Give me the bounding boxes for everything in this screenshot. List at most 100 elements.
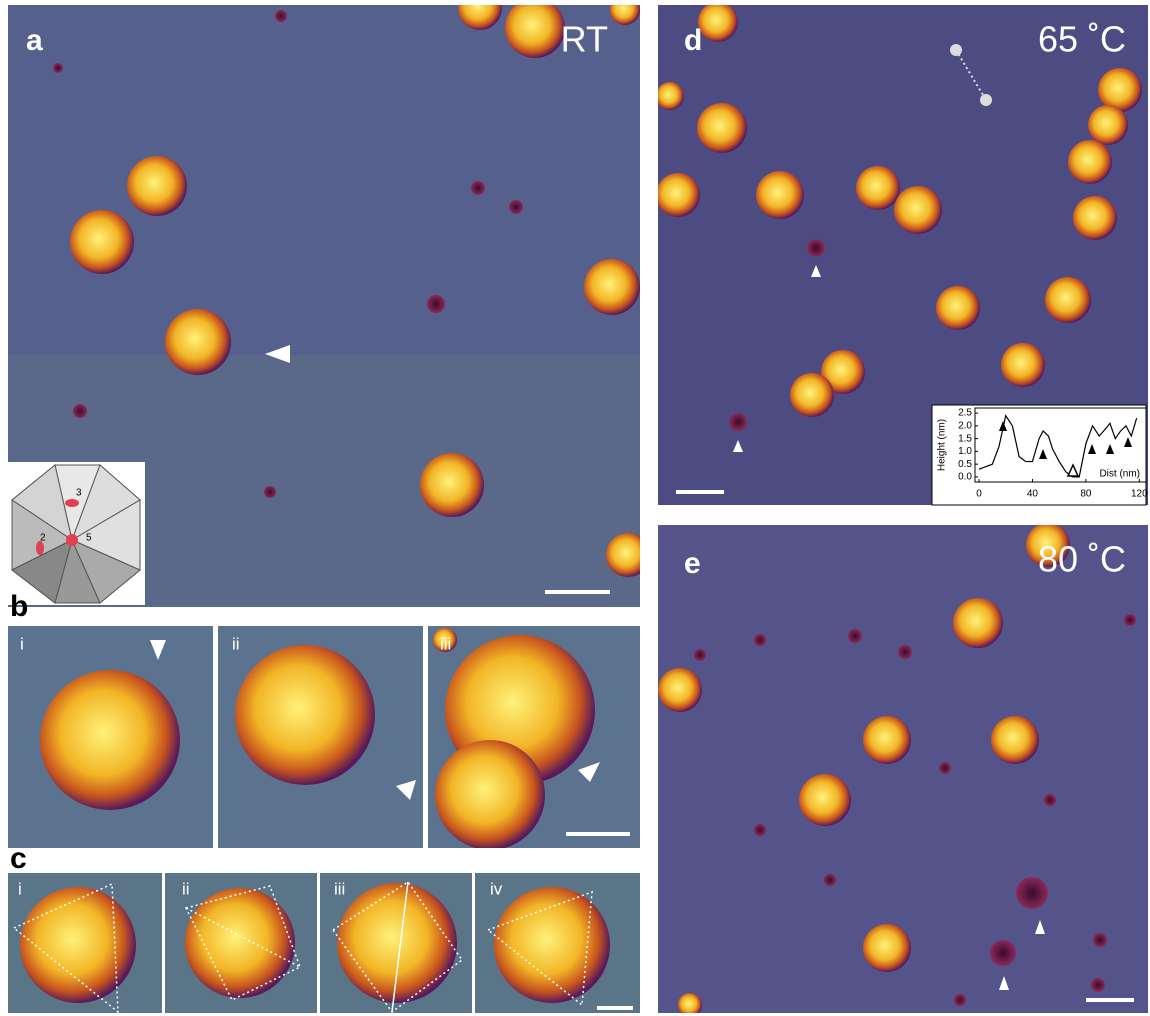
particle: [698, 2, 738, 42]
particle: [337, 883, 457, 1003]
gutter: [0, 848, 658, 873]
inset-chart: [931, 404, 1147, 506]
symmetry-label: 2: [40, 533, 46, 544]
particle: [1098, 68, 1142, 112]
particle: [678, 993, 702, 1016]
gutter: [423, 626, 428, 848]
particle: [40, 670, 180, 810]
y-tick-label: 0.0: [958, 472, 972, 483]
particle: [70, 210, 134, 274]
y-axis-label: Height (nm): [937, 419, 948, 471]
small-particle: [53, 63, 63, 73]
particle: [953, 598, 1003, 648]
particle: [658, 668, 702, 712]
y-tick-label: 0.5: [958, 459, 972, 470]
particle: [1026, 523, 1070, 567]
particle: [790, 373, 834, 417]
particle: [863, 924, 911, 972]
icosahedron-inset: [8, 462, 145, 605]
x-tick-label: 120: [1131, 489, 1148, 500]
gutter: [0, 0, 8, 1016]
gutter: [472, 873, 475, 1013]
particle: [435, 740, 545, 850]
particle: [185, 888, 295, 998]
small-particle: [939, 762, 951, 774]
profile-curve: [978, 414, 1138, 478]
arrowheads: [150, 265, 1045, 990]
sub-label: iv: [490, 879, 503, 898]
particle: [799, 774, 851, 826]
particle: [610, 0, 640, 25]
symmetry-label: 5: [86, 533, 92, 544]
small-particle: [990, 940, 1016, 966]
sub-label: iii: [440, 634, 451, 653]
panel-label: c: [10, 842, 27, 875]
small-particle: [694, 649, 706, 661]
particle: [991, 716, 1039, 764]
condition-label: RT: [561, 19, 608, 60]
small-particle: [275, 10, 287, 22]
panel-label: d: [684, 24, 702, 57]
particle: [165, 309, 231, 375]
panel-label: e: [684, 547, 701, 580]
y-tick-label: 1.5: [958, 433, 972, 444]
particle: [656, 173, 700, 217]
particle: [821, 350, 865, 394]
small-particle: [427, 295, 445, 313]
condition-label: 65 ˚C: [1038, 19, 1126, 60]
small-particle: [754, 824, 766, 836]
sub-label: iii: [334, 879, 345, 898]
axis-line: [391, 881, 409, 1013]
peak-markers: [999, 421, 1132, 477]
gutter: [317, 873, 320, 1013]
small-particle: [1091, 978, 1105, 992]
sub-label: ii: [182, 879, 190, 898]
particle: [1045, 277, 1091, 323]
particle: [894, 186, 942, 234]
particle: [1073, 196, 1117, 240]
small-particle: [954, 994, 966, 1006]
small-particle: [824, 874, 836, 886]
particle: [433, 628, 457, 652]
plot-frame: [974, 407, 1147, 483]
y-tick-label: 1.0: [958, 446, 972, 457]
scale-bars: [545, 490, 1134, 1010]
particle: [20, 887, 136, 1003]
y-tick-label: 2.0: [958, 421, 972, 432]
gutter: [0, 1013, 1150, 1016]
small-particle: [1016, 877, 1048, 909]
condition-label: 80 ˚C: [1038, 539, 1126, 580]
x-tick-label: 80: [1080, 489, 1092, 500]
particle: [494, 887, 610, 1003]
x-axis-label: Dist (nm): [1099, 469, 1140, 480]
particle: [1088, 105, 1128, 145]
small-particle: [729, 413, 747, 431]
particle: [1001, 343, 1045, 387]
particle: [756, 171, 804, 219]
panel-label: a: [26, 24, 43, 57]
small-particle: [471, 181, 485, 195]
inset-plot: 0.0 0.5 1.0 1.52.0 2.5 0 40 80 120: [958, 408, 1148, 500]
sub-label: i: [20, 634, 24, 653]
particle: [584, 259, 640, 315]
gutter: [658, 505, 1150, 525]
gutter: [1148, 0, 1150, 1016]
sub-label: i: [18, 879, 22, 898]
small-particle: [264, 486, 276, 498]
symmetry-label: 3: [76, 488, 82, 499]
y-tick-label: 2.5: [958, 408, 972, 419]
small-particle: [807, 239, 825, 257]
particle: [856, 166, 900, 210]
symmetry-outlines: [12, 880, 593, 1014]
particle: [1068, 140, 1112, 184]
particle: [458, 0, 502, 30]
gutter: [640, 0, 658, 1016]
small-particle: [73, 404, 87, 418]
gutter: [162, 873, 165, 1013]
x-tick-label: 0: [976, 489, 982, 500]
small-particle: [898, 645, 912, 659]
particle: [656, 82, 684, 110]
small-particle: [848, 629, 862, 643]
particle: [127, 156, 187, 216]
